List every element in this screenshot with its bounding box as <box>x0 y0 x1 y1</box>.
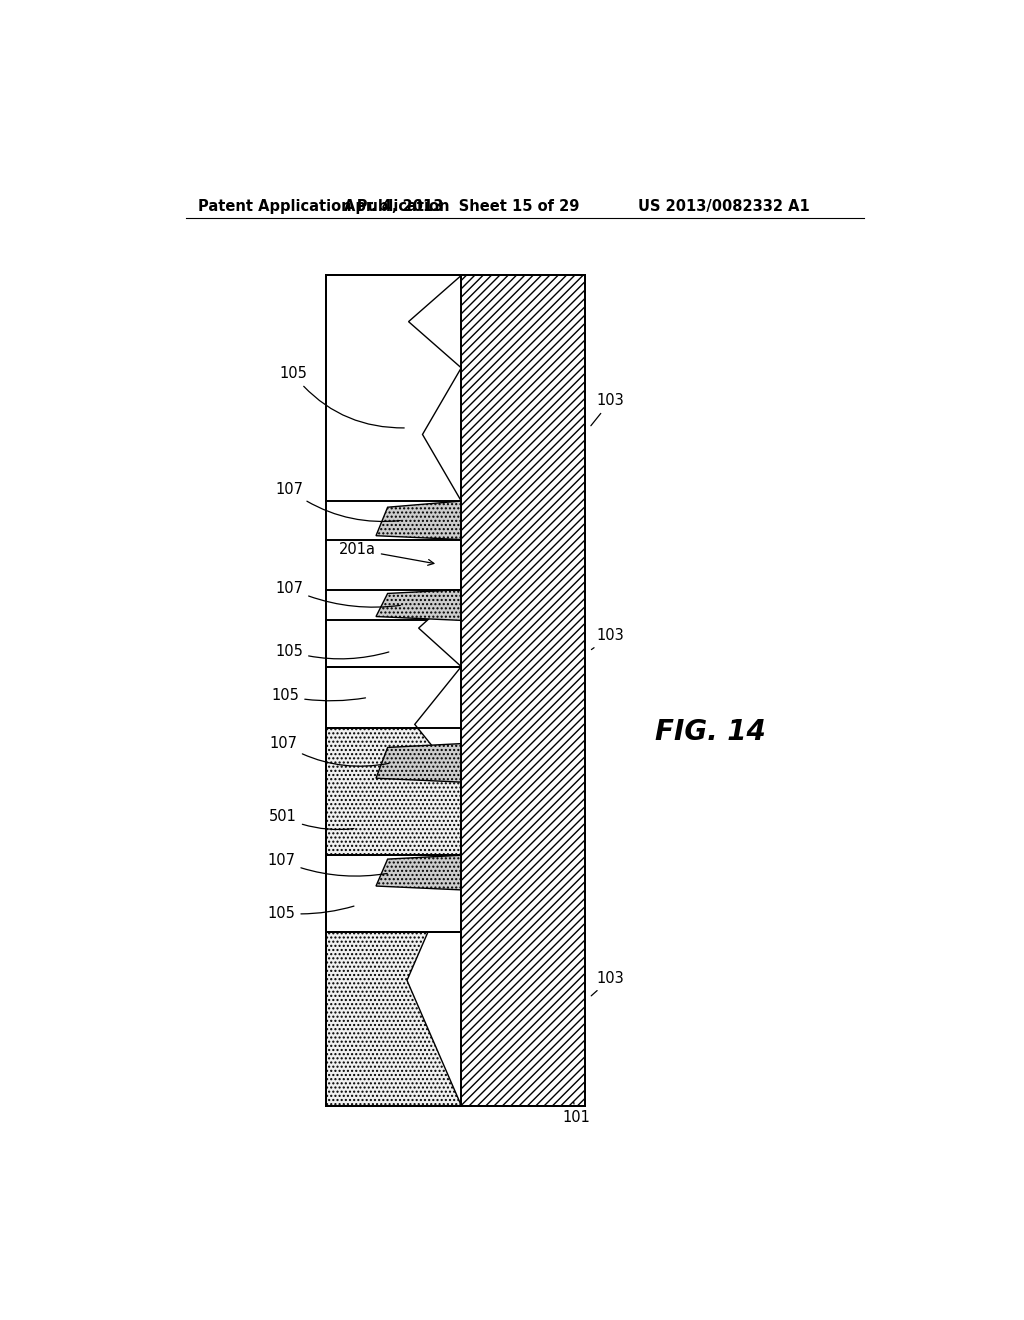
Text: FIG. 14: FIG. 14 <box>655 718 766 746</box>
Text: 101: 101 <box>562 1102 590 1125</box>
Polygon shape <box>376 855 461 890</box>
Polygon shape <box>326 855 461 932</box>
Text: US 2013/0082332 A1: US 2013/0082332 A1 <box>638 198 810 214</box>
Text: 107: 107 <box>275 581 400 607</box>
Polygon shape <box>326 620 461 667</box>
Polygon shape <box>376 502 461 540</box>
Polygon shape <box>326 729 461 1106</box>
Text: 103: 103 <box>591 393 625 426</box>
Polygon shape <box>423 368 461 502</box>
Polygon shape <box>376 590 461 620</box>
Polygon shape <box>419 590 461 667</box>
Text: 105: 105 <box>271 688 366 704</box>
Polygon shape <box>415 667 461 781</box>
Polygon shape <box>409 276 461 368</box>
Text: 107: 107 <box>267 853 387 876</box>
Text: 103: 103 <box>592 628 625 649</box>
Text: Patent Application Publication: Patent Application Publication <box>198 198 450 214</box>
Text: 501: 501 <box>269 809 354 829</box>
Text: 105: 105 <box>267 906 354 920</box>
Polygon shape <box>376 743 461 781</box>
Polygon shape <box>326 667 461 729</box>
Text: 103: 103 <box>591 972 625 995</box>
Polygon shape <box>326 276 461 502</box>
Text: 201a: 201a <box>339 543 434 565</box>
Text: Apr. 4, 2013   Sheet 15 of 29: Apr. 4, 2013 Sheet 15 of 29 <box>344 198 579 214</box>
Text: 107: 107 <box>269 737 389 766</box>
Text: 107: 107 <box>275 482 400 521</box>
Polygon shape <box>407 855 461 1106</box>
Polygon shape <box>461 276 586 1106</box>
Text: 105: 105 <box>280 367 404 428</box>
Text: 105: 105 <box>275 644 389 659</box>
